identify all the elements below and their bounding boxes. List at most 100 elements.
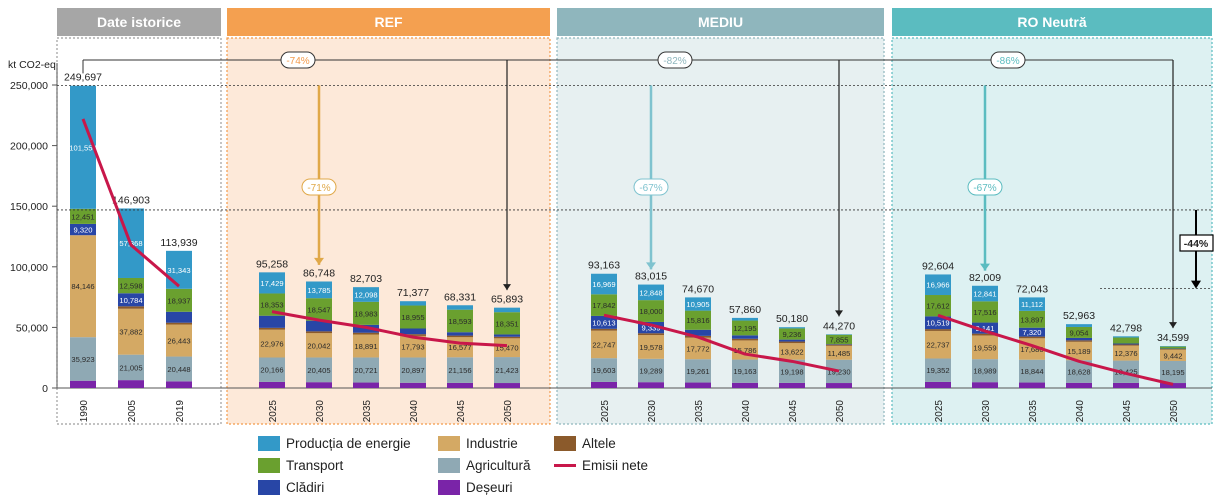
mid-reduction-badge (301, 178, 337, 196)
side-reduction-badge-label: -44% (1184, 238, 1209, 250)
x-tick-label: 2050 (503, 400, 514, 423)
bar-segment (353, 382, 379, 388)
legend-swatch (554, 464, 576, 467)
bar-total-label: 34,599 (1157, 332, 1189, 344)
bar-segment (118, 354, 144, 381)
bar-segment (591, 358, 617, 382)
bar-segment-label: 17,793 (401, 343, 424, 352)
bar-segment-label: 7,855 (829, 335, 848, 344)
bar-segment (826, 344, 852, 346)
bar-segment (259, 357, 285, 382)
bar-segment (118, 308, 144, 355)
bar-segment-label: 7,320 (1022, 328, 1041, 337)
bar-segment (591, 315, 617, 329)
legend-item: Transport (258, 458, 343, 473)
bar-segment (638, 358, 664, 383)
y-tick-label: 200,000 (10, 141, 48, 153)
mid-reduction-badge-label: -67% (639, 183, 662, 194)
bar-segment (166, 381, 192, 388)
bar-segment-label: 21,156 (448, 366, 471, 375)
bar-total-label: 86,748 (303, 267, 335, 279)
bar-segment-label: 10,905 (686, 300, 709, 309)
bar-segment-label: 18,593 (448, 317, 471, 326)
bar-segment (353, 357, 379, 383)
bar-segment (1113, 382, 1139, 388)
bar-segment-label: 18,844 (1020, 367, 1043, 376)
bar-segment (972, 359, 998, 383)
bar-segment (1113, 360, 1139, 383)
bar-segment (1019, 382, 1045, 388)
bar-segment (779, 359, 805, 383)
bar-segment (494, 357, 520, 384)
bar-segment-label: 16,577 (448, 343, 471, 352)
bar-segment (70, 223, 96, 236)
bar-segment-label: 15,816 (686, 316, 709, 325)
mid-reduction-arrowhead (646, 262, 656, 270)
bar-segment (1019, 297, 1045, 311)
bar-segment (779, 343, 805, 360)
bar-segment-label: 12,451 (71, 212, 94, 221)
bar-segment (306, 281, 332, 299)
x-tick-label: 2045 (788, 400, 799, 423)
bar-segment (732, 359, 758, 383)
bar-segment (826, 334, 852, 345)
bar-segment (638, 335, 664, 359)
bar-segment (972, 322, 998, 334)
bar-segment (70, 235, 96, 338)
bar-segment (591, 294, 617, 316)
bar-segment (494, 336, 520, 339)
bar-segment-label: 18,353 (260, 301, 283, 310)
legend-swatch (554, 436, 576, 451)
x-tick-label: 2035 (1028, 400, 1039, 423)
bar-segment (494, 383, 520, 388)
bar-segment-label: 18,955 (401, 313, 424, 322)
bar-segment (447, 335, 473, 338)
bar-segment (732, 317, 758, 321)
net-emissions-line (271, 310, 508, 348)
bar-segment-label: 22,976 (260, 340, 283, 349)
reduction-badge (657, 51, 693, 69)
bar-segment-label: 20,721 (354, 366, 377, 375)
bar-segment (591, 273, 617, 295)
x-tick-label: 2040 (1075, 400, 1086, 423)
net-emissions-line (937, 313, 1174, 386)
y-tick-label: 0 (42, 383, 48, 395)
y-tick-label: 100,000 (10, 262, 48, 274)
bar-segment (972, 382, 998, 388)
bar-segment-label: 19,289 (639, 366, 662, 375)
x-tick-label: 2030 (315, 400, 326, 423)
bar-segment (447, 357, 473, 383)
bar-segment-label: 19,559 (973, 343, 996, 352)
bar-segment (925, 295, 951, 317)
x-tick-label: 2045 (456, 400, 467, 423)
bar-segment (353, 301, 379, 325)
bar-segment (306, 357, 332, 383)
bar-segment (1160, 349, 1186, 361)
bar-segment (400, 305, 426, 329)
bar-total-label: 71,377 (397, 287, 429, 299)
legend-swatch (258, 458, 280, 473)
panel-0-title: Date istorice (97, 14, 181, 30)
bar-total-label: 65,893 (491, 294, 523, 306)
panel-2-header (557, 8, 884, 36)
bar-segment (1160, 360, 1186, 384)
bar-segment (494, 312, 520, 335)
legend-item: Agricultură (438, 458, 531, 473)
bar-segment (685, 310, 711, 330)
bar-segment-label: 9,320 (73, 226, 92, 235)
bar-total-label: 57,860 (729, 304, 761, 316)
legend: Producția de energie Industrie Altele Trans… (258, 436, 698, 502)
legend-item: Altele (554, 436, 616, 451)
bar-segment-label: 9,442 (1163, 351, 1182, 360)
bar-segment (118, 380, 144, 388)
bar-segment-label: 18,937 (167, 296, 190, 305)
legend-swatch (438, 480, 460, 495)
bar-segment-label: 37,882 (119, 328, 142, 337)
x-tick-label: 2025 (268, 400, 279, 423)
bar-segment (118, 306, 144, 309)
x-tick-label: 2040 (409, 400, 420, 423)
x-tick-label: 2050 (835, 400, 846, 423)
bar-segment (732, 382, 758, 388)
bar-total-label: 68,331 (444, 291, 476, 303)
